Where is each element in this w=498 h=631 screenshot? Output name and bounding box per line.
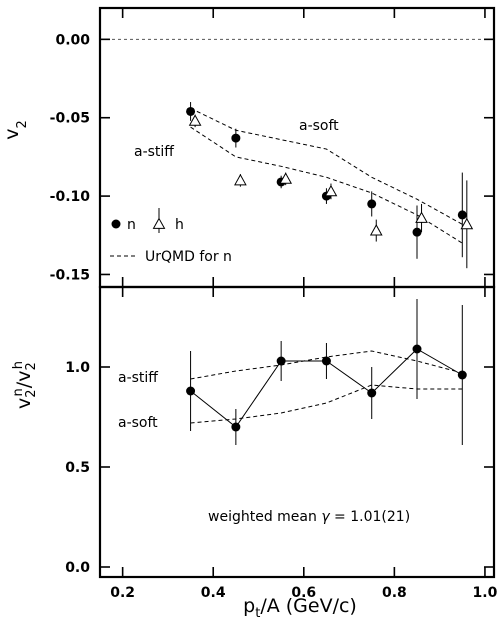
legend-n-point	[111, 219, 121, 229]
bottom-label-a-stiff: a-stiff	[118, 370, 158, 386]
top-ylabel: v2	[1, 120, 30, 140]
bottom-xtick-label: 0.2	[110, 585, 135, 601]
panel-top: 0.00 -0.05 -0.10 -0.15 a-soft a-stiff n h UrQMD …	[50, 6, 496, 289]
weighted-mean-value: = 1.01(21)	[330, 509, 411, 525]
bottom-xtick-label: 1.0	[473, 585, 498, 601]
bottom-ylabel: v2n/v2h	[11, 361, 39, 409]
top-label-a-stiff: a-stiff	[134, 144, 174, 160]
top-h-point	[234, 173, 247, 186]
legend-h-point	[152, 217, 166, 229]
figure-labels: v2 v2n/v2h pt/A (GeV/c)	[1, 120, 357, 621]
top-h-point	[460, 217, 474, 230]
top-ytick-label: -0.05	[50, 111, 90, 127]
bottom-curve-a-soft	[190, 384, 463, 424]
panel-bottom: 0.0 0.5 1.0 0.2 0.4 0.6 0.8 1.0 a-stiff a-soft wei…	[65, 285, 498, 601]
weighted-mean-symbol: γ	[321, 509, 330, 525]
bottom-curve-a-stiff	[190, 350, 463, 380]
legend-n-label: n	[127, 217, 136, 233]
bottom-label-a-soft: a-soft	[118, 415, 158, 431]
top-n-point	[412, 227, 422, 237]
bottom-xtick-label: 0.4	[201, 585, 226, 601]
top-ytick-label: -0.15	[50, 267, 90, 283]
legend-h-label: h	[175, 217, 184, 233]
bottom-ytick-label: 0.5	[65, 460, 90, 476]
bottom-ratio-point	[412, 344, 422, 354]
bottom-xlabel: pt/A (GeV/c)	[243, 595, 357, 621]
top-h-point	[415, 211, 428, 223]
top-ytick-label: 0.00	[55, 32, 90, 48]
top-h-point	[188, 114, 202, 126]
top-label-a-soft: a-soft	[299, 118, 339, 134]
bottom-xtick-label: 0.8	[382, 585, 407, 601]
bottom-ratio-point	[231, 422, 241, 432]
bottom-ytick-label: 0.0	[65, 560, 90, 576]
bottom-frame	[98, 285, 496, 579]
weighted-mean-annotation: weighted mean γ = 1.01(21)	[208, 509, 410, 525]
top-ytick-label: -0.10	[50, 189, 91, 205]
top-h-point	[279, 172, 293, 184]
top-n-point	[457, 210, 467, 220]
bottom-ratio-point	[367, 388, 377, 398]
top-h-point	[324, 184, 338, 197]
top-n-point	[186, 106, 196, 116]
bottom-ratio-point	[276, 356, 286, 366]
bottom-ratio-point	[186, 386, 196, 396]
top-n-point	[367, 199, 377, 209]
top-h-point	[369, 224, 383, 236]
bottom-xtick-label: 0.6	[291, 585, 316, 601]
legend-urqmd-label: UrQMD for n	[145, 249, 232, 265]
bottom-ytick-label: 1.0	[65, 360, 90, 376]
bottom-ratio-point	[457, 370, 467, 380]
top-n-point	[231, 133, 241, 143]
bottom-ratio-point	[321, 356, 331, 366]
weighted-mean-text: weighted mean	[208, 509, 321, 525]
